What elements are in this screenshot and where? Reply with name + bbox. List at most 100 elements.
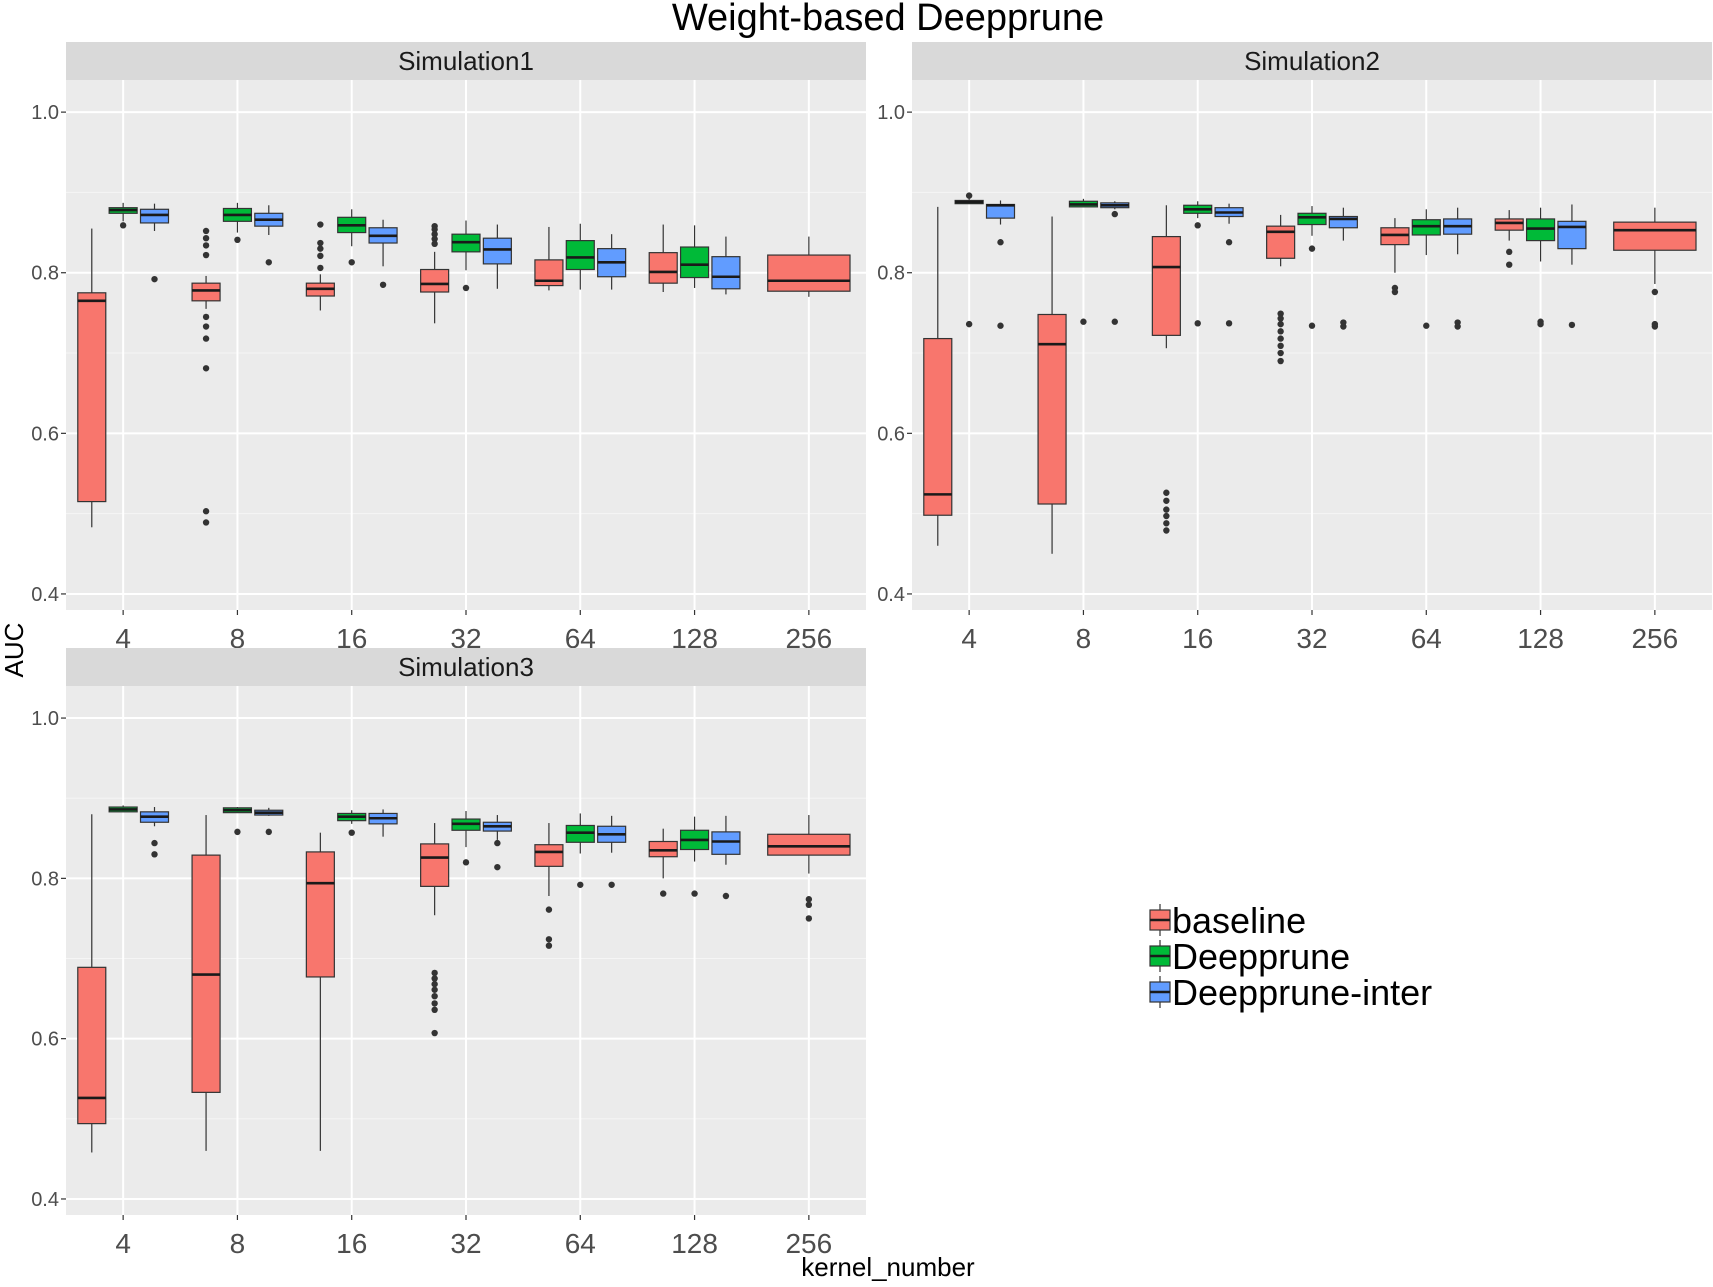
boxplot-baseline xyxy=(534,823,564,949)
outlier-point xyxy=(545,906,553,913)
outlier-point xyxy=(577,881,584,888)
outlier-point xyxy=(265,828,272,836)
boxplot-Deepprune xyxy=(451,220,481,292)
facet-panel-2: Simulation2 0.4 0.6 0.8 1.0 4 8 16 32 64 128 256 xyxy=(877,42,1712,654)
box-group-4 xyxy=(77,805,170,1153)
legend-entry-Deepprune-inter: Deepprune-inter xyxy=(1149,972,1432,1013)
box-group-256 xyxy=(767,815,851,922)
outlier-point xyxy=(431,1000,438,1007)
facet-panel-3: Simulation3 0.4 0.6 0.8 1.0 4 8 16 32 64 128 256 xyxy=(31,648,866,1259)
y-tick-label: 1.0 xyxy=(31,708,59,730)
outlier-point xyxy=(494,863,501,871)
outlier-point xyxy=(202,242,210,249)
boxplot-Deepprune-inter xyxy=(711,236,741,295)
boxplot-Deepprune-inter xyxy=(1214,203,1244,327)
outlier-point xyxy=(1308,322,1316,329)
x-tick-label: 4 xyxy=(961,623,977,654)
y-tick-label: 0.8 xyxy=(31,868,59,890)
box-group-16 xyxy=(305,809,398,1151)
outlier-point xyxy=(1163,512,1170,520)
y-tick-label: 0.4 xyxy=(31,584,59,606)
boxplot-Deepprune xyxy=(1411,209,1441,329)
x-tick-label: 256 xyxy=(785,1228,832,1259)
outlier-point xyxy=(202,365,210,372)
box-iqr xyxy=(1613,221,1697,251)
boxplot-Deepprune-inter xyxy=(254,205,284,266)
box-group-16 xyxy=(1151,201,1244,534)
outlier-point xyxy=(1194,320,1201,327)
outlier-point xyxy=(317,264,324,272)
outlier-point xyxy=(462,859,470,866)
outlier-point xyxy=(660,890,667,897)
boxplot-Deepprune-inter xyxy=(368,809,398,837)
outlier-point xyxy=(1277,320,1284,328)
box-group-8 xyxy=(191,202,284,526)
boxplot-baseline xyxy=(77,228,107,528)
outlier-point xyxy=(1308,245,1316,252)
boxplot-Deepprune xyxy=(565,813,595,888)
outlier-point xyxy=(431,240,438,248)
y-tick-label: 0.4 xyxy=(31,1189,59,1211)
box-group-128 xyxy=(648,224,741,295)
outlier-point xyxy=(202,335,210,342)
x-tick-label: 32 xyxy=(450,1228,481,1259)
x-tick-label: 8 xyxy=(1076,623,1092,654)
outlier-point xyxy=(1454,323,1461,330)
box-iqr xyxy=(305,851,335,978)
outlier-point xyxy=(348,829,355,836)
strip-background xyxy=(66,648,866,686)
boxplot-Deepprune xyxy=(337,209,367,266)
boxplot-Deepprune xyxy=(1183,201,1213,327)
legend-label: Deepprune-inter xyxy=(1172,972,1432,1013)
x-tick-label: 128 xyxy=(1517,623,1564,654)
box-group-4 xyxy=(923,192,1016,546)
y-tick-label: 0.6 xyxy=(31,1029,59,1051)
boxplot-baseline xyxy=(305,832,335,1151)
outlier-point xyxy=(1163,506,1170,513)
strip-background xyxy=(912,42,1712,80)
boxplot-Deepprune-inter xyxy=(254,807,284,836)
outlier-point xyxy=(691,890,698,897)
boxplot-Deepprune-inter xyxy=(139,203,170,283)
boxplot-Deepprune-inter xyxy=(985,200,1016,329)
boxplot-Deepprune-inter xyxy=(482,224,512,289)
box-iqr xyxy=(923,337,953,516)
outlier-point xyxy=(317,221,324,228)
x-tick-label: 16 xyxy=(336,1228,367,1259)
boxplot-Deepprune xyxy=(1068,198,1099,325)
outlier-point xyxy=(1423,322,1430,329)
boxplot-Deepprune xyxy=(1525,207,1556,328)
box-iqr xyxy=(648,252,678,284)
boxplot-Deepprune xyxy=(565,223,595,290)
box-group-32 xyxy=(420,220,512,324)
outlier-point xyxy=(202,227,210,235)
boxplot-Deepprune xyxy=(222,202,253,244)
y-tick-label: 0.6 xyxy=(31,423,59,445)
outlier-point xyxy=(1277,328,1284,335)
outlier-point xyxy=(1391,288,1399,296)
outlier-point xyxy=(1277,310,1284,317)
outlier-point xyxy=(234,828,241,836)
outlier-point xyxy=(997,239,1004,246)
boxplot-Deepprune xyxy=(337,810,367,836)
outlier-point xyxy=(151,851,158,858)
outlier-point xyxy=(805,901,813,909)
outlier-point xyxy=(431,992,438,1000)
box-iqr xyxy=(1297,212,1327,226)
boxplot-Deepprune xyxy=(451,811,481,866)
box-iqr xyxy=(711,256,741,290)
outlier-point xyxy=(151,839,158,847)
boxplot-Deepprune-inter xyxy=(1557,204,1587,329)
outlier-point xyxy=(1506,261,1513,268)
boxplot-baseline xyxy=(191,815,221,1151)
box-iqr xyxy=(534,844,564,867)
box-group-16 xyxy=(305,209,398,311)
outlier-point xyxy=(119,222,127,229)
box-group-32 xyxy=(1266,206,1358,365)
y-tick-label: 0.4 xyxy=(877,584,905,606)
x-tick-label: 16 xyxy=(1182,623,1213,654)
box-group-256 xyxy=(1613,207,1697,330)
box-iqr xyxy=(1328,215,1358,229)
x-tick-label: 64 xyxy=(565,1228,596,1259)
